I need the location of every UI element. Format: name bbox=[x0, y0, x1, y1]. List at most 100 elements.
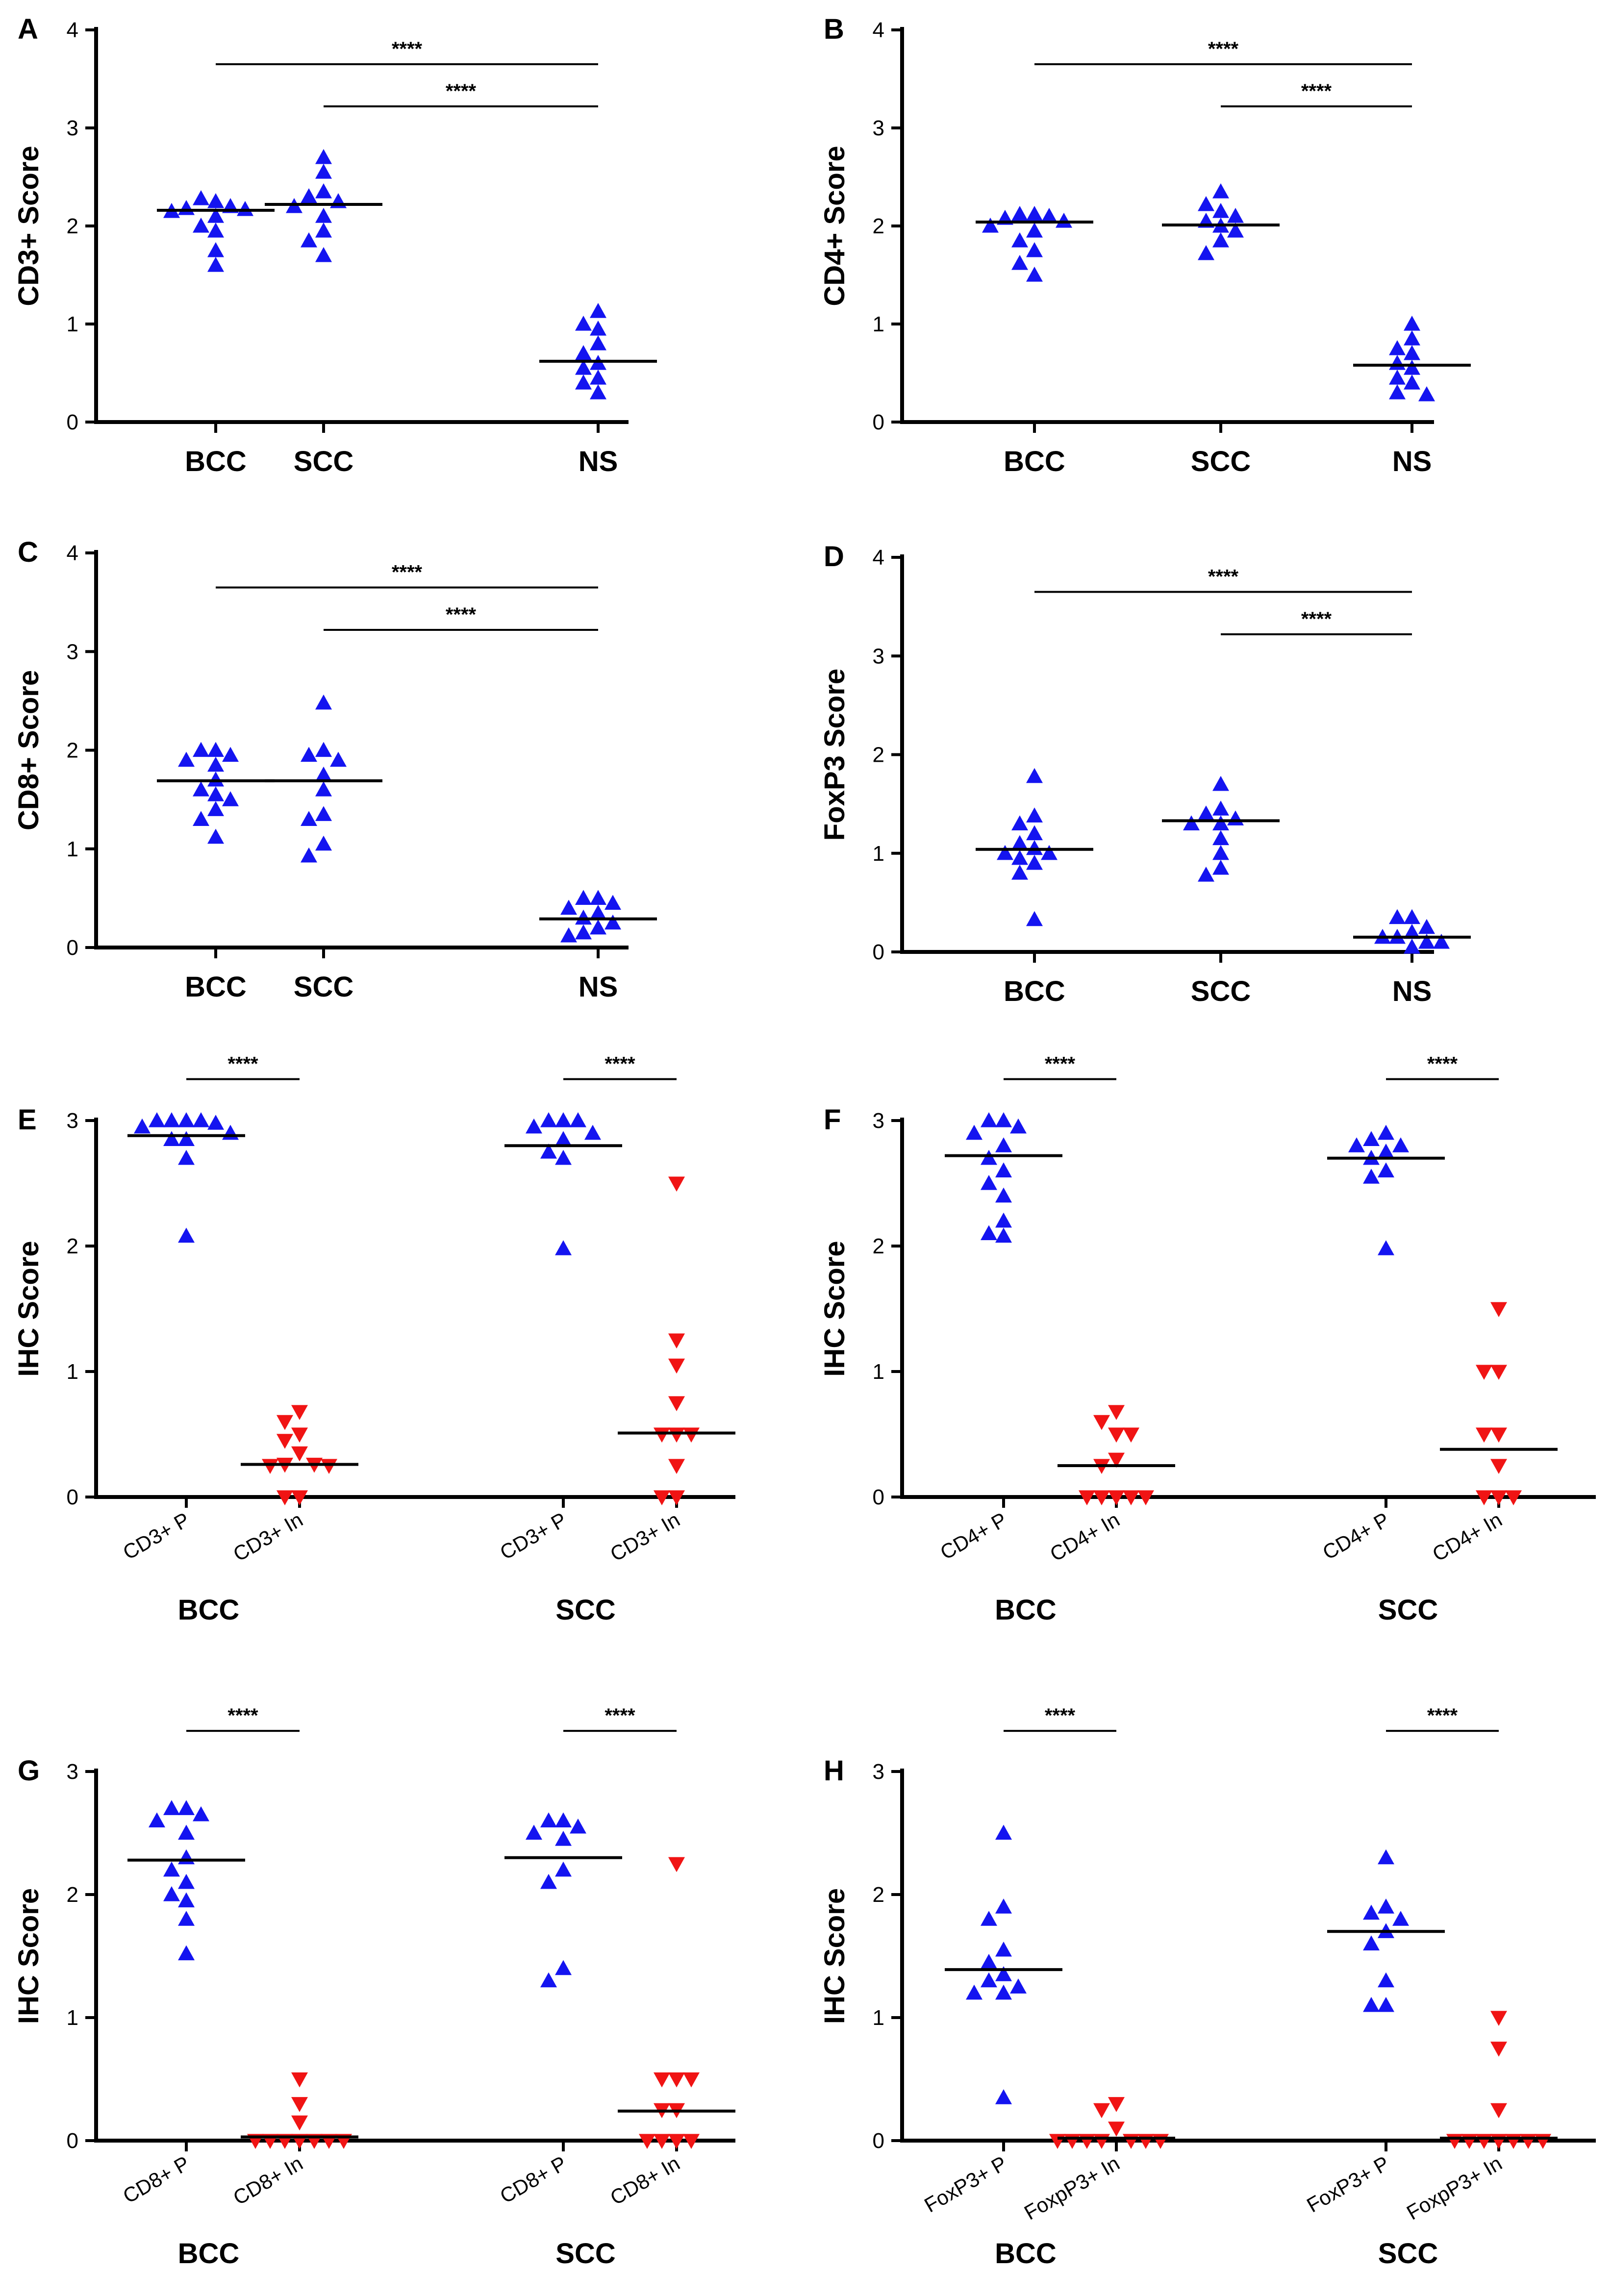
data-point bbox=[163, 1800, 180, 1815]
data-point bbox=[1212, 859, 1229, 875]
data-point bbox=[1212, 830, 1229, 846]
data-point bbox=[1183, 815, 1200, 830]
y-tick-label: 1 bbox=[873, 312, 884, 336]
data-point bbox=[1079, 1490, 1095, 1505]
data-point bbox=[1198, 867, 1214, 882]
data-point bbox=[1108, 1452, 1125, 1468]
data-point bbox=[149, 1112, 165, 1127]
data-point bbox=[540, 1812, 557, 1827]
x-tick-label: FoxpP3+ In bbox=[1403, 2151, 1506, 2224]
y-tick-label: 2 bbox=[67, 214, 78, 238]
x-tick-label: NS bbox=[1392, 975, 1432, 1007]
y-tick-label: 4 bbox=[67, 18, 78, 42]
data-point bbox=[1108, 2121, 1125, 2137]
data-point bbox=[291, 1446, 308, 1462]
data-point bbox=[291, 2097, 308, 2112]
data-point bbox=[193, 742, 209, 757]
x-tick-label: CD8+ In bbox=[606, 2151, 684, 2209]
group-label: BCC bbox=[995, 1594, 1057, 1626]
data-point bbox=[1011, 232, 1028, 248]
data-point bbox=[291, 1427, 308, 1443]
data-point bbox=[207, 223, 224, 238]
data-point bbox=[1404, 330, 1420, 346]
data-point bbox=[1041, 845, 1058, 860]
data-point bbox=[315, 742, 332, 757]
y-tick-label: 0 bbox=[67, 410, 78, 434]
data-point bbox=[1378, 1898, 1394, 1914]
significance-label: **** bbox=[1427, 1053, 1458, 1075]
data-point bbox=[1378, 1972, 1394, 1988]
y-tick-label: 0 bbox=[873, 410, 884, 434]
data-point bbox=[1056, 213, 1072, 228]
x-tick-label: NS bbox=[579, 971, 618, 1003]
data-point bbox=[995, 1227, 1012, 1243]
group-label: BCC bbox=[178, 2238, 240, 2270]
data-point bbox=[178, 751, 195, 767]
data-point bbox=[555, 1112, 572, 1127]
data-point bbox=[1227, 810, 1244, 825]
data-point bbox=[590, 890, 606, 905]
data-point bbox=[1108, 1427, 1125, 1443]
data-point bbox=[1418, 933, 1435, 949]
y-tick-label: 1 bbox=[873, 842, 884, 866]
x-tick-label: FoxpP3+ In bbox=[1020, 2151, 1124, 2224]
data-point bbox=[1490, 1427, 1507, 1443]
data-point bbox=[1041, 208, 1058, 223]
data-point bbox=[178, 1911, 195, 1926]
data-point bbox=[1108, 2097, 1125, 2112]
data-point bbox=[1212, 775, 1229, 791]
y-axis-label: CD8+ Score bbox=[13, 670, 45, 830]
x-tick-label: CD3+ In bbox=[229, 1508, 307, 1566]
data-point bbox=[1389, 355, 1406, 370]
group-label: SCC bbox=[555, 1594, 615, 1626]
data-point bbox=[207, 801, 224, 816]
data-point bbox=[315, 183, 332, 199]
data-point bbox=[163, 1886, 180, 1901]
panel-letter: D bbox=[824, 541, 844, 573]
data-point bbox=[1490, 1490, 1507, 1505]
data-point bbox=[178, 1945, 195, 1961]
data-point bbox=[590, 303, 606, 318]
data-point bbox=[1392, 1911, 1409, 1926]
data-point bbox=[575, 374, 592, 390]
y-tick-label: 4 bbox=[67, 541, 78, 565]
data-point bbox=[163, 1131, 180, 1146]
y-tick-label: 3 bbox=[873, 1760, 884, 1784]
significance-label: **** bbox=[1208, 566, 1239, 587]
data-point bbox=[966, 1984, 982, 2000]
panel-letter: H bbox=[824, 1755, 844, 1787]
data-point bbox=[982, 218, 999, 233]
data-point bbox=[1348, 1137, 1365, 1152]
data-point bbox=[315, 247, 332, 262]
data-point bbox=[555, 1960, 572, 1975]
data-point bbox=[540, 1873, 557, 1889]
data-point bbox=[604, 914, 621, 930]
data-point bbox=[301, 188, 317, 203]
data-point bbox=[207, 242, 224, 257]
data-point bbox=[1363, 1169, 1380, 1184]
x-tick-label: CD4+ P bbox=[936, 1508, 1011, 1564]
data-point bbox=[193, 781, 209, 797]
data-point bbox=[540, 1144, 557, 1159]
significance-label: **** bbox=[604, 1053, 635, 1075]
y-tick-label: 1 bbox=[873, 1360, 884, 1384]
data-point bbox=[222, 747, 239, 762]
data-point bbox=[668, 2134, 685, 2149]
data-point bbox=[995, 1941, 1012, 1957]
data-point bbox=[277, 1490, 293, 1505]
y-tick-label: 3 bbox=[873, 1109, 884, 1133]
y-tick-label: 0 bbox=[873, 2129, 884, 2153]
data-point bbox=[1123, 1490, 1139, 1505]
data-point bbox=[668, 1857, 685, 1872]
data-point bbox=[575, 890, 592, 905]
data-point bbox=[1212, 232, 1229, 248]
data-point bbox=[207, 257, 224, 272]
data-point bbox=[1404, 909, 1420, 924]
data-point bbox=[315, 208, 332, 223]
data-point bbox=[555, 1149, 572, 1165]
data-point bbox=[178, 1873, 195, 1889]
data-point bbox=[668, 1427, 685, 1443]
y-axis-label: IHC Score bbox=[819, 1888, 851, 2024]
data-point bbox=[604, 895, 621, 910]
data-point bbox=[1011, 206, 1028, 221]
